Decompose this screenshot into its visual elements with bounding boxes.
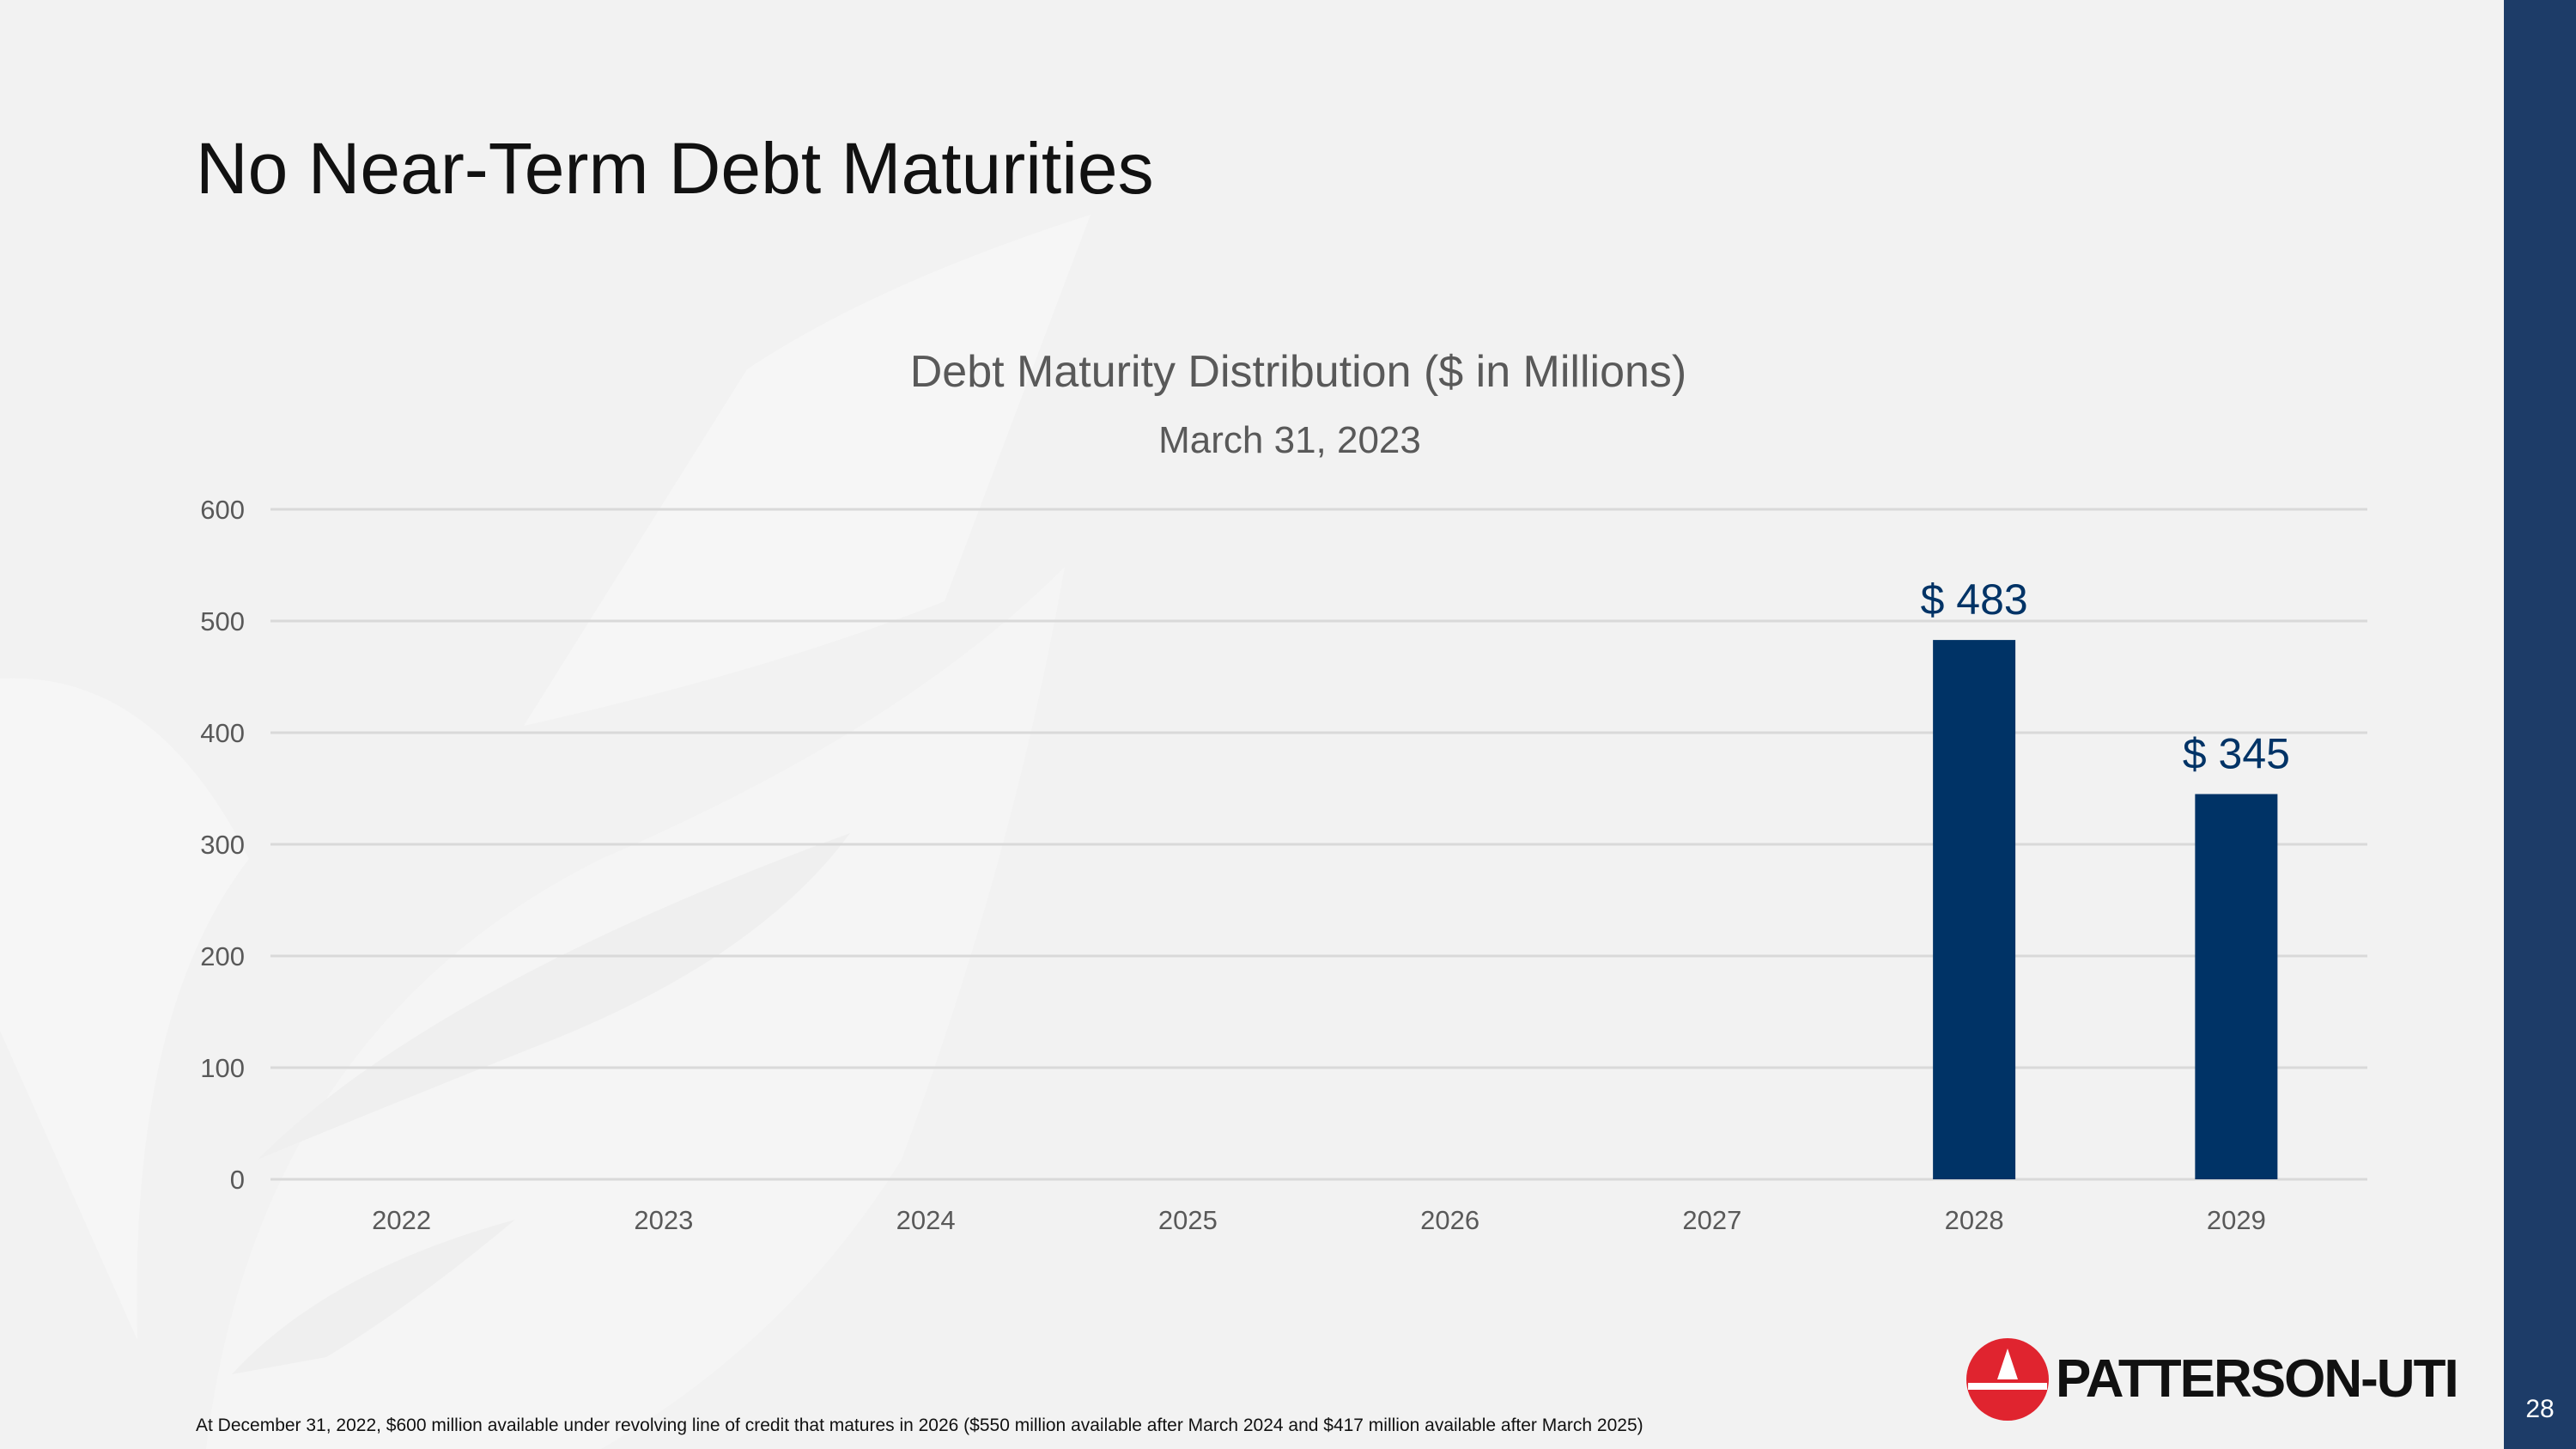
chart-gridlines <box>270 508 2367 1181</box>
bar-2029 <box>2195 794 2278 1179</box>
side-accent-band <box>2504 0 2576 1449</box>
logo-wordmark: PATTERSON-UTI <box>2056 1349 2459 1409</box>
x-tick-label: 2022 <box>372 1205 431 1235</box>
data-label-2028: $ 483 <box>1921 575 2028 624</box>
x-tick-label: 2027 <box>1682 1205 1741 1235</box>
x-tick-label: 2023 <box>634 1205 693 1235</box>
chart-x-axis: 2022 2023 2024 2025 2026 2027 2028 2029 <box>372 1205 2266 1235</box>
x-tick-label: 2026 <box>1420 1205 1479 1235</box>
chart-subtitle: March 31, 2023 <box>1158 419 1421 461</box>
data-label-2029: $ 345 <box>2183 730 2290 778</box>
y-tick-label: 500 <box>200 606 245 636</box>
chart-data-labels: $ 483 $ 345 <box>1921 575 2290 777</box>
debt-maturity-chart: Debt Maturity Distribution ($ in Million… <box>200 347 2367 1235</box>
y-tick-label: 0 <box>230 1165 245 1195</box>
chart-title: Debt Maturity Distribution ($ in Million… <box>910 347 1687 397</box>
background-watermark <box>0 215 1091 1449</box>
logo-mark-icon <box>1966 1338 2049 1421</box>
bar-2028 <box>1933 640 2016 1179</box>
x-tick-label: 2025 <box>1158 1205 1218 1235</box>
y-tick-label: 100 <box>200 1053 245 1083</box>
x-tick-label: 2029 <box>2207 1205 2266 1235</box>
x-tick-label: 2028 <box>1945 1205 2004 1235</box>
y-tick-label: 400 <box>200 718 245 748</box>
x-tick-label: 2024 <box>896 1205 956 1235</box>
chart-bars <box>1933 640 2278 1179</box>
y-tick-label: 300 <box>200 830 245 860</box>
chart-y-axis: 0 100 200 300 400 500 600 <box>200 495 245 1195</box>
y-tick-label: 600 <box>200 495 245 525</box>
footnote: At December 31, 2022, $600 million avail… <box>196 1416 1643 1435</box>
company-logo: PATTERSON-UTI <box>1965 1336 2459 1422</box>
y-tick-label: 200 <box>200 941 245 971</box>
slide-title: No Near-Term Debt Maturities <box>196 128 1154 209</box>
page-number: 28 <box>2525 1395 2555 1423</box>
